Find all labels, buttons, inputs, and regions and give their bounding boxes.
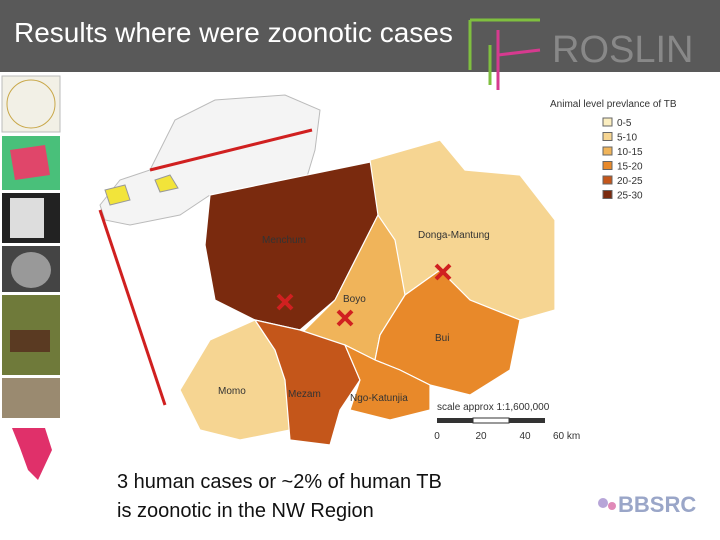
pointer-line [149, 128, 313, 172]
legend-swatch [602, 132, 613, 141]
legend-label: 10-15 [617, 147, 643, 158]
legend-swatch [602, 161, 613, 170]
legend-title: Animal level prevlance of TB [550, 99, 677, 110]
legend-label: 15-20 [617, 162, 643, 173]
legend-label: 25-30 [617, 191, 643, 202]
region-label: Menchum [262, 235, 306, 246]
legend-label: 5-10 [617, 133, 637, 144]
title-bar [0, 0, 720, 72]
inset-region [104, 174, 179, 206]
scale-tick: 0 [434, 431, 440, 442]
legend-swatch [602, 190, 613, 199]
legend-label: 20-25 [617, 176, 643, 187]
scale-label: scale approx 1:1,600,000 [437, 402, 550, 413]
region-label: Donga-Mantung [418, 230, 490, 241]
case-markers [276, 263, 452, 327]
legend-label: 0-5 [617, 118, 632, 129]
region-label: Ngo-Katunjia [350, 393, 408, 404]
legend-swatch [602, 146, 613, 156]
region-label: Boyo [343, 294, 366, 305]
region [343, 343, 431, 421]
thumbnails [1, 75, 61, 483]
bbsrc-logo: BBSRC [598, 492, 696, 517]
caption: 3 human cases or ~2% of human TB [117, 471, 442, 493]
slide-title: Results where were zoonotic cases [14, 17, 453, 48]
legend-swatch [602, 175, 613, 185]
region-label: Bui [435, 333, 449, 344]
logo-text: BBSRC [618, 492, 696, 517]
legend-swatch [602, 117, 613, 127]
roslin-logo: ROSLIN [468, 18, 693, 90]
scale-tick: 40 [519, 431, 531, 442]
map: Menchum Donga-Mantung Boyo Bui Momo Meza… [98, 94, 580, 446]
legend: Animal level prevlance of TB 0-5 5-10 10-1… [550, 99, 677, 202]
region-label: Momo [218, 386, 246, 397]
scale-tick: 20 [475, 431, 487, 442]
scale-bar [437, 417, 545, 424]
region [253, 319, 361, 446]
scale-tick: 60 km [553, 431, 580, 442]
logo-text: ROSLIN [552, 29, 693, 71]
region [374, 269, 521, 396]
caption: is zoonotic in the NW Region [117, 500, 374, 522]
pointer-line [98, 209, 167, 406]
region-label: Mezam [288, 389, 321, 400]
